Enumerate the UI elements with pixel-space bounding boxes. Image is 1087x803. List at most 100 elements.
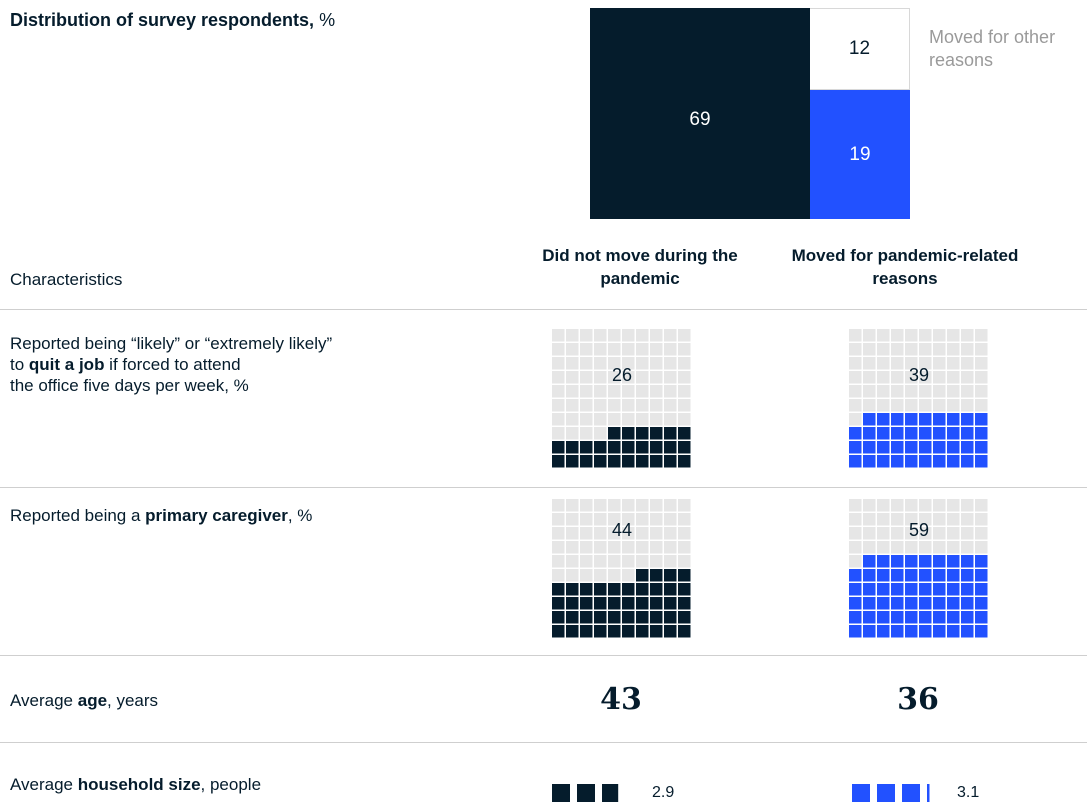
waffle-cell-empty <box>678 541 691 554</box>
divider <box>0 742 1087 743</box>
waffle-cell-empty <box>678 385 691 398</box>
waffle-cell-filled <box>678 583 691 596</box>
waffle-cell-empty <box>919 499 932 512</box>
waffle-cell-filled <box>863 455 876 468</box>
waffle-cell-empty <box>594 527 607 540</box>
waffle-cell-empty <box>961 527 974 540</box>
waffle-cell-empty <box>650 385 663 398</box>
waffle-cell-empty <box>975 357 988 370</box>
waffle-cell-filled <box>650 625 663 638</box>
waffle-cell-empty <box>891 399 904 412</box>
waffle-cell-empty <box>594 371 607 384</box>
waffle-cell-filled <box>961 455 974 468</box>
waffle-cell-empty <box>580 413 593 426</box>
treemap-cell-other-reasons: 12 <box>810 8 910 90</box>
waffle-cell-empty <box>678 329 691 342</box>
waffle-cell-filled <box>891 455 904 468</box>
waffle-cell-filled <box>650 597 663 610</box>
waffle-cell-empty <box>566 555 579 568</box>
waffle-cell-empty <box>849 555 862 568</box>
waffle-cell-empty <box>664 399 677 412</box>
waffle-cell-empty <box>891 329 904 342</box>
waffle-cell-empty <box>933 499 946 512</box>
waffle-cell-filled <box>664 427 677 440</box>
waffle-cell-empty <box>947 329 960 342</box>
waffle-cell-filled <box>849 597 862 610</box>
waffle-cell-filled <box>905 597 918 610</box>
waffle-cell-filled <box>580 455 593 468</box>
waffle-cell-empty <box>566 343 579 356</box>
waffle-cell-filled <box>919 583 932 596</box>
waffle-cell-filled <box>905 625 918 638</box>
waffle-cell-empty <box>905 541 918 554</box>
waffle-cell-empty <box>594 513 607 526</box>
waffle-cell-empty <box>552 555 565 568</box>
waffle-cell-filled <box>947 583 960 596</box>
waffle-value: 39 <box>908 365 930 385</box>
waffle-cell-filled <box>905 441 918 454</box>
waffle-cell-empty <box>636 413 649 426</box>
waffle-cell-empty <box>622 527 635 540</box>
waffle-cell-filled <box>933 569 946 582</box>
waffle-cell-empty <box>566 357 579 370</box>
waffle-cell-empty <box>552 541 565 554</box>
waffle-cell-empty <box>947 357 960 370</box>
waffle-cell-empty <box>566 527 579 540</box>
waffle-cell-filled <box>919 625 932 638</box>
waffle-cell-empty <box>975 541 988 554</box>
waffle-cell-empty <box>863 399 876 412</box>
waffle-cell-empty <box>961 513 974 526</box>
waffle-cell-filled <box>552 441 565 454</box>
waffle-cell-empty <box>849 343 862 356</box>
waffle-cell-empty <box>933 399 946 412</box>
waffle-cell-filled <box>678 597 691 610</box>
waffle-cell-filled <box>919 427 932 440</box>
waffle-cell-empty <box>877 527 890 540</box>
waffle-cell-filled <box>650 611 663 624</box>
waffle-cell-empty <box>919 527 932 540</box>
waffle-cell-empty <box>961 371 974 384</box>
waffle-cell-empty <box>975 527 988 540</box>
waffle-cell-empty <box>622 513 635 526</box>
waffle-cell-filled <box>552 455 565 468</box>
waffle-cell-empty <box>650 399 663 412</box>
waffle-cell-filled <box>664 597 677 610</box>
waffle-cell-empty <box>849 385 862 398</box>
household-square <box>602 784 619 802</box>
waffle-cell-empty <box>891 541 904 554</box>
waffle-cell-filled <box>947 597 960 610</box>
household-squares-moved <box>852 784 930 802</box>
waffle-cell-empty <box>891 499 904 512</box>
waffle-cell-filled <box>975 441 988 454</box>
waffle-cell-empty <box>849 329 862 342</box>
waffle-cell-empty <box>594 385 607 398</box>
waffle-cell-filled <box>905 611 918 624</box>
waffle-cell-filled <box>566 583 579 596</box>
waffle-cell-empty <box>933 385 946 398</box>
waffle-cell-empty <box>678 499 691 512</box>
waffle-cell-empty <box>580 357 593 370</box>
waffle-cell-empty <box>650 541 663 554</box>
waffle-cell-empty <box>580 527 593 540</box>
waffle-cell-filled <box>905 583 918 596</box>
waffle-cell-empty <box>580 513 593 526</box>
waffle-cell-empty <box>933 513 946 526</box>
household-square <box>877 784 895 802</box>
waffle-cell-empty <box>891 371 904 384</box>
waffle-cell-filled <box>566 441 579 454</box>
waffle-cell-empty <box>664 541 677 554</box>
waffle-cell-empty <box>608 555 621 568</box>
waffle-cell-empty <box>594 569 607 582</box>
waffle-cell-filled <box>636 427 649 440</box>
waffle-cell-filled <box>947 455 960 468</box>
waffle-cell-filled <box>961 597 974 610</box>
waffle-cell-filled <box>877 625 890 638</box>
waffle-cell-filled <box>919 569 932 582</box>
waffle-cell-empty <box>594 541 607 554</box>
waffle-cell-empty <box>947 541 960 554</box>
waffle-cell-empty <box>552 499 565 512</box>
waffle-cell-empty <box>552 329 565 342</box>
waffle-cell-empty <box>933 371 946 384</box>
waffle-quit-job-moved <box>849 329 988 468</box>
household-square <box>852 784 870 802</box>
